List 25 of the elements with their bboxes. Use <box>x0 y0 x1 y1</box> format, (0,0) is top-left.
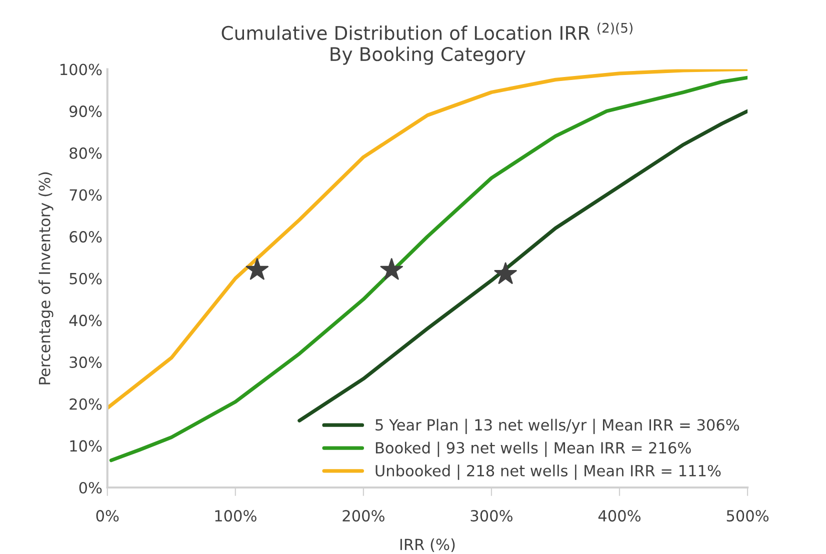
chart-title: Cumulative Distribution of Location IRR $^{(2)(5)}$ By Booking Category <box>222 22 632 65</box>
x-tick-label: 0% <box>96 510 119 522</box>
x-tick-label: 500% <box>726 510 769 522</box>
y-tick-label: 100% <box>60 64 102 76</box>
y-tick-label: 90% <box>70 106 102 118</box>
y-tick-label: 80% <box>70 147 102 159</box>
y-tick-label: 10% <box>70 440 102 452</box>
y-tick-label: 40% <box>69 314 102 326</box>
y-tick-label: 0% <box>79 482 102 494</box>
y-tick-label: 60% <box>70 231 102 243</box>
x-tick-label: 100% <box>215 510 256 522</box>
y-tick-label: 20% <box>70 398 102 410</box>
y-tick-label: 30% <box>70 356 102 368</box>
y-tick-label: 70% <box>70 189 102 201</box>
x-tick-label: 200% <box>342 510 384 522</box>
legend-label: Unbooked | 218 net wells | Mean IRR = 111% <box>376 464 721 480</box>
line-series <box>107 69 748 410</box>
x-tick-label: 400% <box>598 510 640 522</box>
line-series <box>109 76 748 462</box>
legend-label: Booked | 93 net wells | Mean IRR = 216% <box>376 442 691 457</box>
y-axis-title: Percentage of Inventory (%) <box>38 172 54 384</box>
y-tick-label: 50% <box>70 272 102 284</box>
x-tick-label: 300% <box>470 510 512 522</box>
x-axis-title: IRR (%) <box>400 538 455 552</box>
legend-label: 5 Year Plan | 13 net wells/yr | Mean IRR = 306% <box>376 418 740 434</box>
